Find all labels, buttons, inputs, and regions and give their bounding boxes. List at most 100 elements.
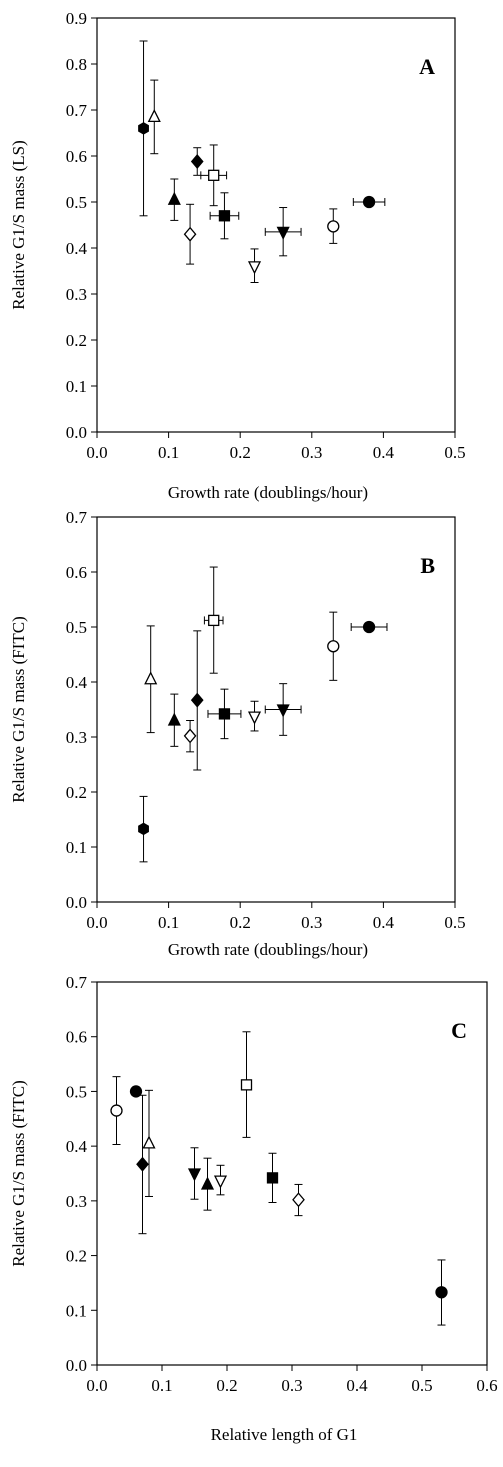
y-axis-title: Relative G1/S mass (FITC) <box>9 1080 28 1267</box>
marker-filled-diamond <box>190 692 204 708</box>
data-point <box>203 566 224 674</box>
x-tick-label: 0.0 <box>86 913 107 932</box>
y-tick-label: 0.8 <box>66 55 87 74</box>
x-tick-label: 0.5 <box>444 913 465 932</box>
y-tick-label: 0.1 <box>66 838 87 857</box>
marker-open-square <box>240 1079 253 1091</box>
panel-letter: A <box>419 54 435 79</box>
x-tick-label: 0.6 <box>476 1376 497 1395</box>
marker-filled-triangle-up <box>167 191 181 205</box>
marker-open-triangle-up <box>147 108 161 123</box>
data-point <box>138 40 149 217</box>
data-point <box>190 147 204 176</box>
y-tick-label: 0.0 <box>66 893 87 912</box>
marker-filled-diamond <box>136 1156 149 1172</box>
marker-open-triangle-down <box>213 1175 228 1189</box>
data-point <box>142 1089 156 1197</box>
chart-panel-b: 0.0 0.1 0.2 0.3 0.4 0.5 0.0 0.1 0.2 0.3 0.4 0.5 0.6 0… <box>9 508 466 959</box>
marker-filled-diamond <box>190 154 204 170</box>
x-tick-label: 0.4 <box>373 913 395 932</box>
chart-panel-a: 0.0 0.1 0.2 0.3 0.4 0.5 0.0 0.1 0.2 0.3 0.4 0.5 0.6 0… <box>9 9 466 502</box>
y-tick-label: 0.4 <box>66 1137 88 1156</box>
x-tick-label: 0.1 <box>158 443 179 462</box>
data-point <box>200 144 228 207</box>
y-tick-label: 0.6 <box>66 1028 87 1047</box>
marker-filled-circle <box>435 1286 448 1299</box>
y-tick-label: 0.7 <box>66 508 88 527</box>
y-tick-label: 0.6 <box>66 147 87 166</box>
x-tick-label: 0.1 <box>151 1376 172 1395</box>
data-point <box>209 192 240 240</box>
data-point <box>327 208 340 244</box>
marker-filled-circle <box>129 1085 143 1098</box>
x-tick-label: 0.2 <box>230 913 251 932</box>
marker-filled-square <box>218 708 231 720</box>
marker-filled-triangle-down <box>276 704 290 718</box>
y-tick-label: 0.3 <box>66 728 87 747</box>
x-tick-label: 0.3 <box>301 443 322 462</box>
y-tick-label: 0.5 <box>66 618 87 637</box>
y-tick-label: 0.4 <box>66 239 88 258</box>
marker-open-triangle-down <box>247 261 262 275</box>
marker-filled-square <box>218 210 231 222</box>
data-point <box>167 693 181 747</box>
data-point <box>207 688 242 740</box>
y-tick-label: 0.1 <box>66 377 87 396</box>
data-point <box>187 1147 202 1200</box>
data-point <box>352 195 386 209</box>
x-axis-title: Growth rate (doublings/hour) <box>168 483 368 502</box>
data-point <box>350 620 388 634</box>
data-point <box>247 248 262 283</box>
x-axis-title: Growth rate (doublings/hour) <box>168 940 368 959</box>
marker-filled-circle <box>362 620 376 634</box>
x-tick-label: 0.4 <box>373 443 395 462</box>
data-point <box>144 625 158 734</box>
data-point <box>183 203 197 265</box>
data-point <box>136 1094 149 1235</box>
marker-open-triangle-up <box>142 1135 156 1149</box>
marker-open-circle <box>327 220 340 233</box>
marker-filled-hexagon <box>138 822 149 836</box>
data-point <box>213 1164 228 1196</box>
data-point <box>129 1085 143 1098</box>
y-tick-label: 0.7 <box>66 973 88 992</box>
marker-open-triangle-up <box>144 671 158 685</box>
chart-panel-c: 0.0 0.1 0.2 0.3 0.4 0.5 0.6 0.0 0.1 0.2 0.3 0.4 0.5 0… <box>9 973 498 1444</box>
plot-frame <box>96 17 456 433</box>
data-point <box>266 1152 279 1203</box>
data-point <box>435 1259 448 1326</box>
y-tick-label: 0.7 <box>66 101 88 120</box>
data-point <box>147 79 161 155</box>
marker-filled-triangle-down <box>187 1168 202 1182</box>
data-point <box>110 1076 123 1146</box>
panel-letter: C <box>451 1018 467 1043</box>
data-point <box>200 1157 215 1211</box>
marker-open-square <box>208 614 220 627</box>
x-tick-label: 0.2 <box>216 1376 237 1395</box>
data-point <box>264 683 302 736</box>
y-axis-title: Relative G1/S mass (LS) <box>9 140 28 310</box>
y-axis-title: Relative G1/S mass (FITC) <box>9 616 28 803</box>
x-tick-label: 0.0 <box>86 443 107 462</box>
marker-open-diamond <box>183 226 197 242</box>
marker-open-triangle-down <box>247 711 262 725</box>
marker-open-diamond <box>183 728 197 744</box>
data-point <box>240 1031 253 1138</box>
marker-open-circle <box>327 640 340 653</box>
x-tick-label: 0.1 <box>158 913 179 932</box>
x-tick-label: 0.3 <box>281 1376 302 1395</box>
marker-filled-square <box>266 1172 279 1184</box>
plot-frame <box>96 981 488 1366</box>
data-point <box>247 700 262 732</box>
data-point <box>138 795 149 863</box>
x-tick-label: 0.4 <box>346 1376 368 1395</box>
y-tick-label: 0.5 <box>66 193 87 212</box>
y-tick-label: 0.2 <box>66 1247 87 1266</box>
x-tick-label: 0.3 <box>301 913 322 932</box>
x-tick-label: 0.5 <box>444 443 465 462</box>
y-tick-label: 0.5 <box>66 1082 87 1101</box>
data-point <box>183 720 197 753</box>
y-tick-label: 0.0 <box>66 1356 87 1375</box>
x-axis-title: Relative length of G1 <box>211 1425 358 1444</box>
